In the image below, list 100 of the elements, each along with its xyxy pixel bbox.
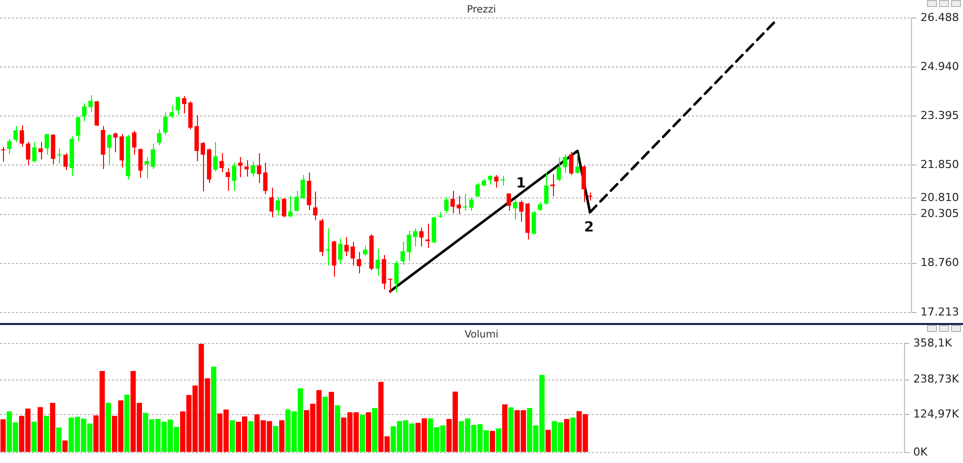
candlestick [282,198,286,218]
y-tick-label: 26.488 [920,10,960,24]
candlestick [26,142,30,166]
bar [570,417,576,452]
bar [38,407,43,452]
candlestick [82,102,86,122]
candlestick [138,148,143,178]
candlestick [313,191,318,221]
bar [546,430,551,452]
y-tick-label: 0K [913,445,928,458]
bar [106,402,112,452]
candlestick [419,226,424,247]
bar [502,404,508,452]
bar [56,427,62,452]
candlestick [269,187,274,218]
candlestick [556,157,561,182]
candlestick [569,151,574,176]
candlestick [412,228,418,247]
bar [360,414,365,452]
y-tick-label: 24.940 [920,60,960,73]
y-tick-label: 20.305 [920,207,960,220]
bar [328,392,334,452]
candlestick [338,238,342,264]
candlestick [44,134,50,156]
bar [0,419,6,452]
candlestick [512,198,518,220]
y-tick-label: 21.850 [920,158,960,172]
candlestick [213,142,218,172]
bar [334,405,340,452]
candlestick [376,248,380,276]
bar [279,420,284,452]
bar [50,402,56,452]
candlestick [63,152,68,170]
candlestick [394,260,399,293]
bar [124,394,130,452]
bar [31,422,37,452]
candlestick [57,148,62,164]
y-tick-label: 358,1K [913,336,953,350]
candlestick [444,196,449,214]
candlestick [107,134,112,165]
candlestick [500,176,505,186]
bar [62,440,68,452]
candlestick [494,174,499,188]
chart-title: Prezzi [466,4,496,16]
candlestick [363,245,368,256]
candlestick [356,251,362,274]
candlestick [250,160,256,178]
bar [211,366,216,452]
candlestick [244,160,249,178]
candlestick [276,196,280,216]
candlestick [170,105,174,119]
bar [44,416,50,452]
bar [272,426,278,452]
y-tick-label: 238,73K [913,372,960,386]
annotation: 1 [516,176,526,192]
bar [372,408,378,452]
y-tick-label: 20.810 [920,191,960,204]
candlestick [7,138,12,155]
candlestick [575,152,580,174]
candlestick [32,142,37,164]
candlestick [288,195,292,218]
candlestick [519,200,524,222]
candlestick [150,143,156,170]
chart-title: Volumi [464,330,498,341]
candlestick [163,112,168,136]
candlestick [132,130,136,156]
bar [508,407,514,452]
bar [564,418,570,452]
candlestick [0,146,6,162]
candlestick [176,96,180,116]
bar [496,428,502,452]
y-tick-label: 17.213 [920,305,960,318]
candlestick [38,142,43,160]
candlestick [506,192,512,212]
candlestick [20,124,24,148]
candlestick [532,210,536,235]
candlestick [582,165,586,203]
candlestick [300,174,305,200]
bar [248,421,254,452]
candlestick [350,241,355,266]
candlestick [294,190,299,212]
annotation: 2 [584,220,594,236]
candlestick [157,128,162,146]
candlestick [544,172,548,206]
candlestick [219,152,224,173]
candlestick [232,162,236,192]
bar [366,412,372,452]
candlestick [562,154,568,174]
y-tick-label: 124,97K [913,407,960,420]
candlestick [488,174,492,186]
y-tick-label: 23.395 [920,109,960,122]
candlestick [13,126,18,143]
y-tick-label: 18.760 [920,256,960,270]
candlestick [326,228,330,266]
candlestick [425,223,430,249]
bar [230,420,235,452]
candlestick [388,278,392,294]
candlestick [238,156,243,178]
bar [322,396,328,452]
candlestick [144,156,149,180]
